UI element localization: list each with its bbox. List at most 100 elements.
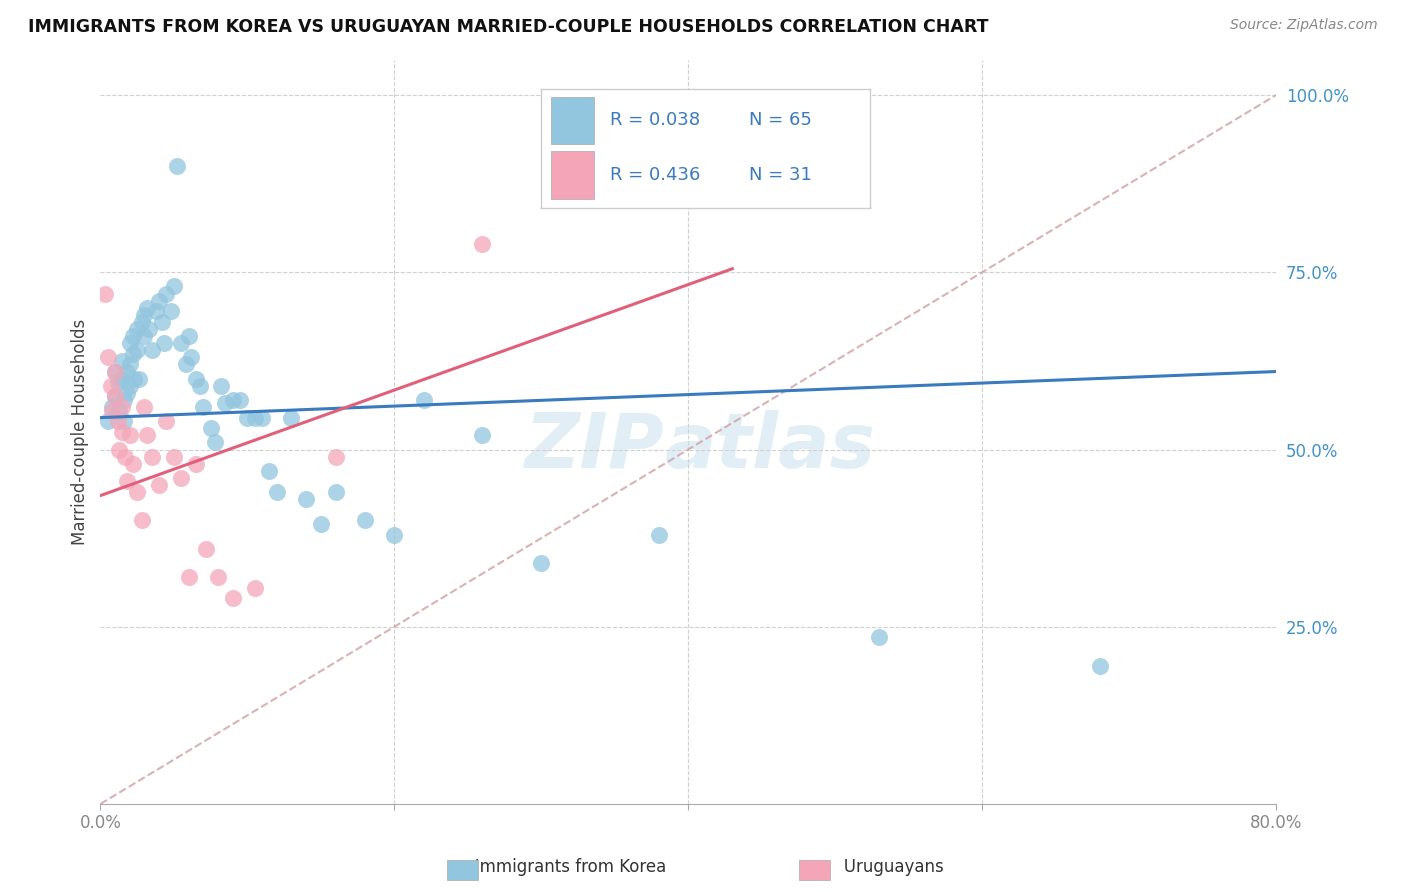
- Point: [136, 428, 159, 442]
- Point: [131, 315, 153, 329]
- Point: [134, 400, 156, 414]
- Point: [127, 343, 149, 358]
- Point: [121, 347, 143, 361]
- Point: [118, 358, 141, 372]
- Point: [243, 410, 266, 425]
- Point: [207, 570, 229, 584]
- Point: [104, 365, 127, 379]
- Point: [309, 516, 332, 531]
- Point: [112, 392, 135, 407]
- Point: [209, 378, 232, 392]
- Point: [188, 378, 211, 392]
- Point: [170, 336, 193, 351]
- Point: [148, 293, 170, 308]
- Point: [177, 570, 200, 584]
- Point: [229, 392, 252, 407]
- Point: [471, 428, 494, 442]
- Point: [236, 410, 259, 425]
- Point: [104, 365, 127, 379]
- Point: [97, 414, 120, 428]
- Point: [382, 527, 405, 541]
- Point: [325, 450, 347, 464]
- Point: [108, 442, 131, 457]
- Point: [111, 400, 134, 414]
- Point: [148, 478, 170, 492]
- Point: [354, 513, 377, 527]
- Point: [214, 396, 236, 410]
- Point: [107, 375, 129, 389]
- Point: [101, 400, 124, 414]
- Point: [412, 392, 434, 407]
- Point: [155, 286, 177, 301]
- Point: [94, 286, 117, 301]
- Point: [166, 159, 188, 173]
- Point: [121, 457, 143, 471]
- Point: [868, 631, 890, 645]
- Point: [141, 343, 163, 358]
- Point: [100, 378, 122, 392]
- Point: [184, 457, 207, 471]
- Point: [127, 485, 149, 500]
- Point: [180, 351, 202, 365]
- Point: [204, 435, 226, 450]
- Point: [295, 492, 318, 507]
- Point: [118, 336, 141, 351]
- Point: [121, 329, 143, 343]
- Point: [163, 279, 186, 293]
- Point: [112, 414, 135, 428]
- Point: [104, 389, 127, 403]
- Y-axis label: Married-couple Households: Married-couple Households: [72, 318, 89, 545]
- Point: [115, 475, 138, 489]
- Point: [193, 400, 215, 414]
- Text: ZIP: ZIP: [524, 409, 665, 483]
- Point: [111, 371, 134, 385]
- Point: [250, 410, 273, 425]
- Point: [221, 392, 243, 407]
- Text: Source: ZipAtlas.com: Source: ZipAtlas.com: [1230, 18, 1378, 32]
- Point: [115, 365, 138, 379]
- Point: [163, 450, 186, 464]
- Point: [101, 403, 124, 417]
- Point: [160, 304, 183, 318]
- Point: [97, 351, 120, 365]
- Point: [471, 236, 494, 251]
- Point: [138, 322, 160, 336]
- Point: [122, 371, 145, 385]
- Point: [111, 354, 134, 368]
- Point: [259, 464, 281, 478]
- Point: [530, 556, 553, 570]
- Point: [221, 591, 243, 606]
- Point: [648, 527, 671, 541]
- Point: [104, 389, 127, 403]
- Point: [114, 450, 136, 464]
- Point: [111, 425, 134, 439]
- Point: [195, 541, 218, 556]
- Point: [170, 471, 193, 485]
- Point: [325, 485, 347, 500]
- Point: [177, 329, 200, 343]
- Point: [266, 485, 288, 500]
- Point: [152, 336, 174, 351]
- Point: [134, 308, 156, 322]
- Point: [107, 414, 129, 428]
- Point: [150, 315, 173, 329]
- Point: [136, 301, 159, 315]
- Point: [128, 371, 150, 385]
- Text: IMMIGRANTS FROM KOREA VS URUGUAYAN MARRIED-COUPLE HOUSEHOLDS CORRELATION CHART: IMMIGRANTS FROM KOREA VS URUGUAYAN MARRI…: [28, 18, 988, 36]
- Text: Immigrants from Korea: Immigrants from Korea: [458, 858, 666, 876]
- Point: [184, 371, 207, 385]
- Point: [115, 385, 138, 400]
- Point: [155, 414, 177, 428]
- Point: [174, 358, 197, 372]
- Point: [243, 581, 266, 595]
- Point: [134, 329, 156, 343]
- Point: [127, 322, 149, 336]
- Point: [200, 421, 222, 435]
- Point: [108, 403, 131, 417]
- Point: [145, 304, 167, 318]
- Point: [118, 378, 141, 392]
- Point: [280, 410, 302, 425]
- Text: atlas: atlas: [665, 409, 876, 483]
- Point: [1088, 658, 1111, 673]
- Point: [141, 450, 163, 464]
